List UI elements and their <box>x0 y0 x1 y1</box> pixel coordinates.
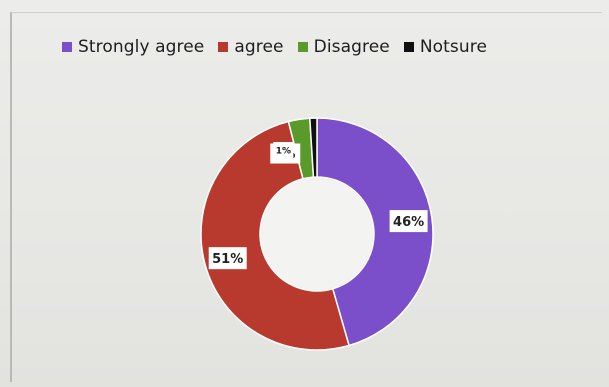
data-label-notsure: 1% <box>273 142 294 159</box>
data-label-strongly-agree: 46% <box>389 210 428 233</box>
data-label-box-agree <box>208 247 247 270</box>
legend-label-notsure: Notsure <box>419 37 488 57</box>
data-label-text-strongly-agree: 46% <box>393 215 424 230</box>
legend-swatch-disagree <box>297 42 308 52</box>
donut-slice-agree <box>200 120 350 351</box>
legend-swatch-notsure <box>403 42 414 52</box>
legend-item-notsure: Notsure <box>403 37 488 57</box>
legend-item-disagree: Disagree <box>297 37 390 57</box>
legend-item-agree: agree <box>218 37 284 57</box>
donut-slice-strongly-agree <box>316 117 434 347</box>
donut-hole <box>261 178 373 290</box>
legend-swatch-agree <box>218 42 229 52</box>
legend-label-strongly-agree: Strongly agree <box>78 37 205 57</box>
legend-label-agree: agree <box>234 37 284 57</box>
data-label-text-notsure: 1% <box>276 146 291 156</box>
legend-label-disagree: Disagree <box>313 37 390 57</box>
data-label-agree: 51% <box>208 247 247 270</box>
chart-frame <box>10 12 602 382</box>
donut-slice-notsure <box>308 117 318 178</box>
chart-legend: Strongly agree agree Disagree Notsure <box>62 34 487 60</box>
data-label-text-agree: 51% <box>212 252 243 267</box>
legend-item-strongly-agree: Strongly agree <box>62 37 204 57</box>
data-label-box-strongly-agree <box>389 210 428 233</box>
data-label-box-notsure <box>273 142 294 159</box>
legend-swatch-strongly-agree <box>62 42 72 52</box>
